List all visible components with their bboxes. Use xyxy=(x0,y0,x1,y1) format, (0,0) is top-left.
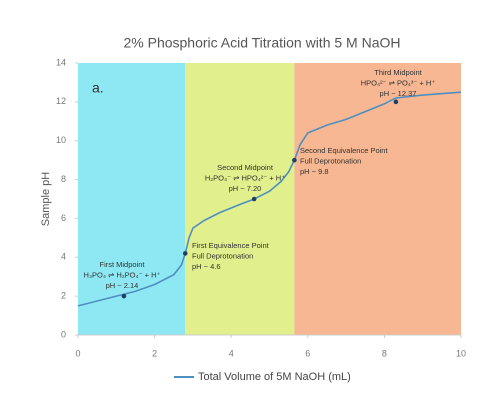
annotation: HPO₄²⁻ ⇌ PO₄³⁻ + H⁺ xyxy=(361,78,436,87)
annotation: Full Deprotonation xyxy=(300,156,361,165)
annotation: pH ~ 12.37 xyxy=(380,89,417,98)
y-tick-label: 0 xyxy=(61,329,66,339)
chart-title: 2% Phosphoric Acid Titration with 5 M Na… xyxy=(123,35,400,51)
y-axis-label: Sample pH xyxy=(40,172,52,226)
y-tick-label: 4 xyxy=(61,252,66,262)
annotation: pH ~ 4.6 xyxy=(192,262,221,271)
region xyxy=(78,63,186,335)
annotation: Third Midpoint xyxy=(374,68,422,77)
x-tick-label: 0 xyxy=(75,348,80,358)
annotation: H₂PO₄⁻ ⇌ HPO₄²⁻ + H⁺ xyxy=(205,173,285,182)
y-tick-label: 10 xyxy=(56,135,66,145)
x-tick-label: 2 xyxy=(152,348,157,358)
region xyxy=(185,63,295,335)
y-tick-label: 12 xyxy=(56,96,66,106)
region xyxy=(294,63,461,335)
annotation: Full Deprotonation xyxy=(192,251,253,260)
point-marker xyxy=(393,99,399,105)
y-tick-label: 6 xyxy=(61,213,66,223)
point-marker xyxy=(292,157,297,163)
x-tick-label: 8 xyxy=(382,348,387,358)
annotation: Second Midpoint xyxy=(217,163,274,172)
annotation: pH ~ 2.14 xyxy=(106,281,139,290)
point-marker xyxy=(182,251,188,256)
annotation: First Midpoint xyxy=(99,260,145,269)
annotation: Second Equivalence Point xyxy=(300,146,388,155)
x-tick-label: 4 xyxy=(229,348,234,358)
annotation: H₃PO₄ ⇌ H₂PO₄⁻ + H⁺ xyxy=(84,270,161,279)
panel-label: a. xyxy=(92,80,104,96)
y-tick-label: 8 xyxy=(61,174,66,184)
x-tick-label: 10 xyxy=(456,348,466,358)
legend-label: Total Volume of 5M NaOH (mL) xyxy=(198,371,351,383)
annotation: pH ~ 7.20 xyxy=(229,184,262,193)
point-marker xyxy=(251,196,257,202)
annotation: pH ~ 9.8 xyxy=(300,167,329,176)
annotation: First Equivalence Point xyxy=(192,241,270,250)
x-tick-label: 6 xyxy=(305,348,310,358)
y-tick-label: 2 xyxy=(61,291,66,301)
point-marker xyxy=(121,293,127,299)
y-tick-label: 14 xyxy=(56,57,66,67)
